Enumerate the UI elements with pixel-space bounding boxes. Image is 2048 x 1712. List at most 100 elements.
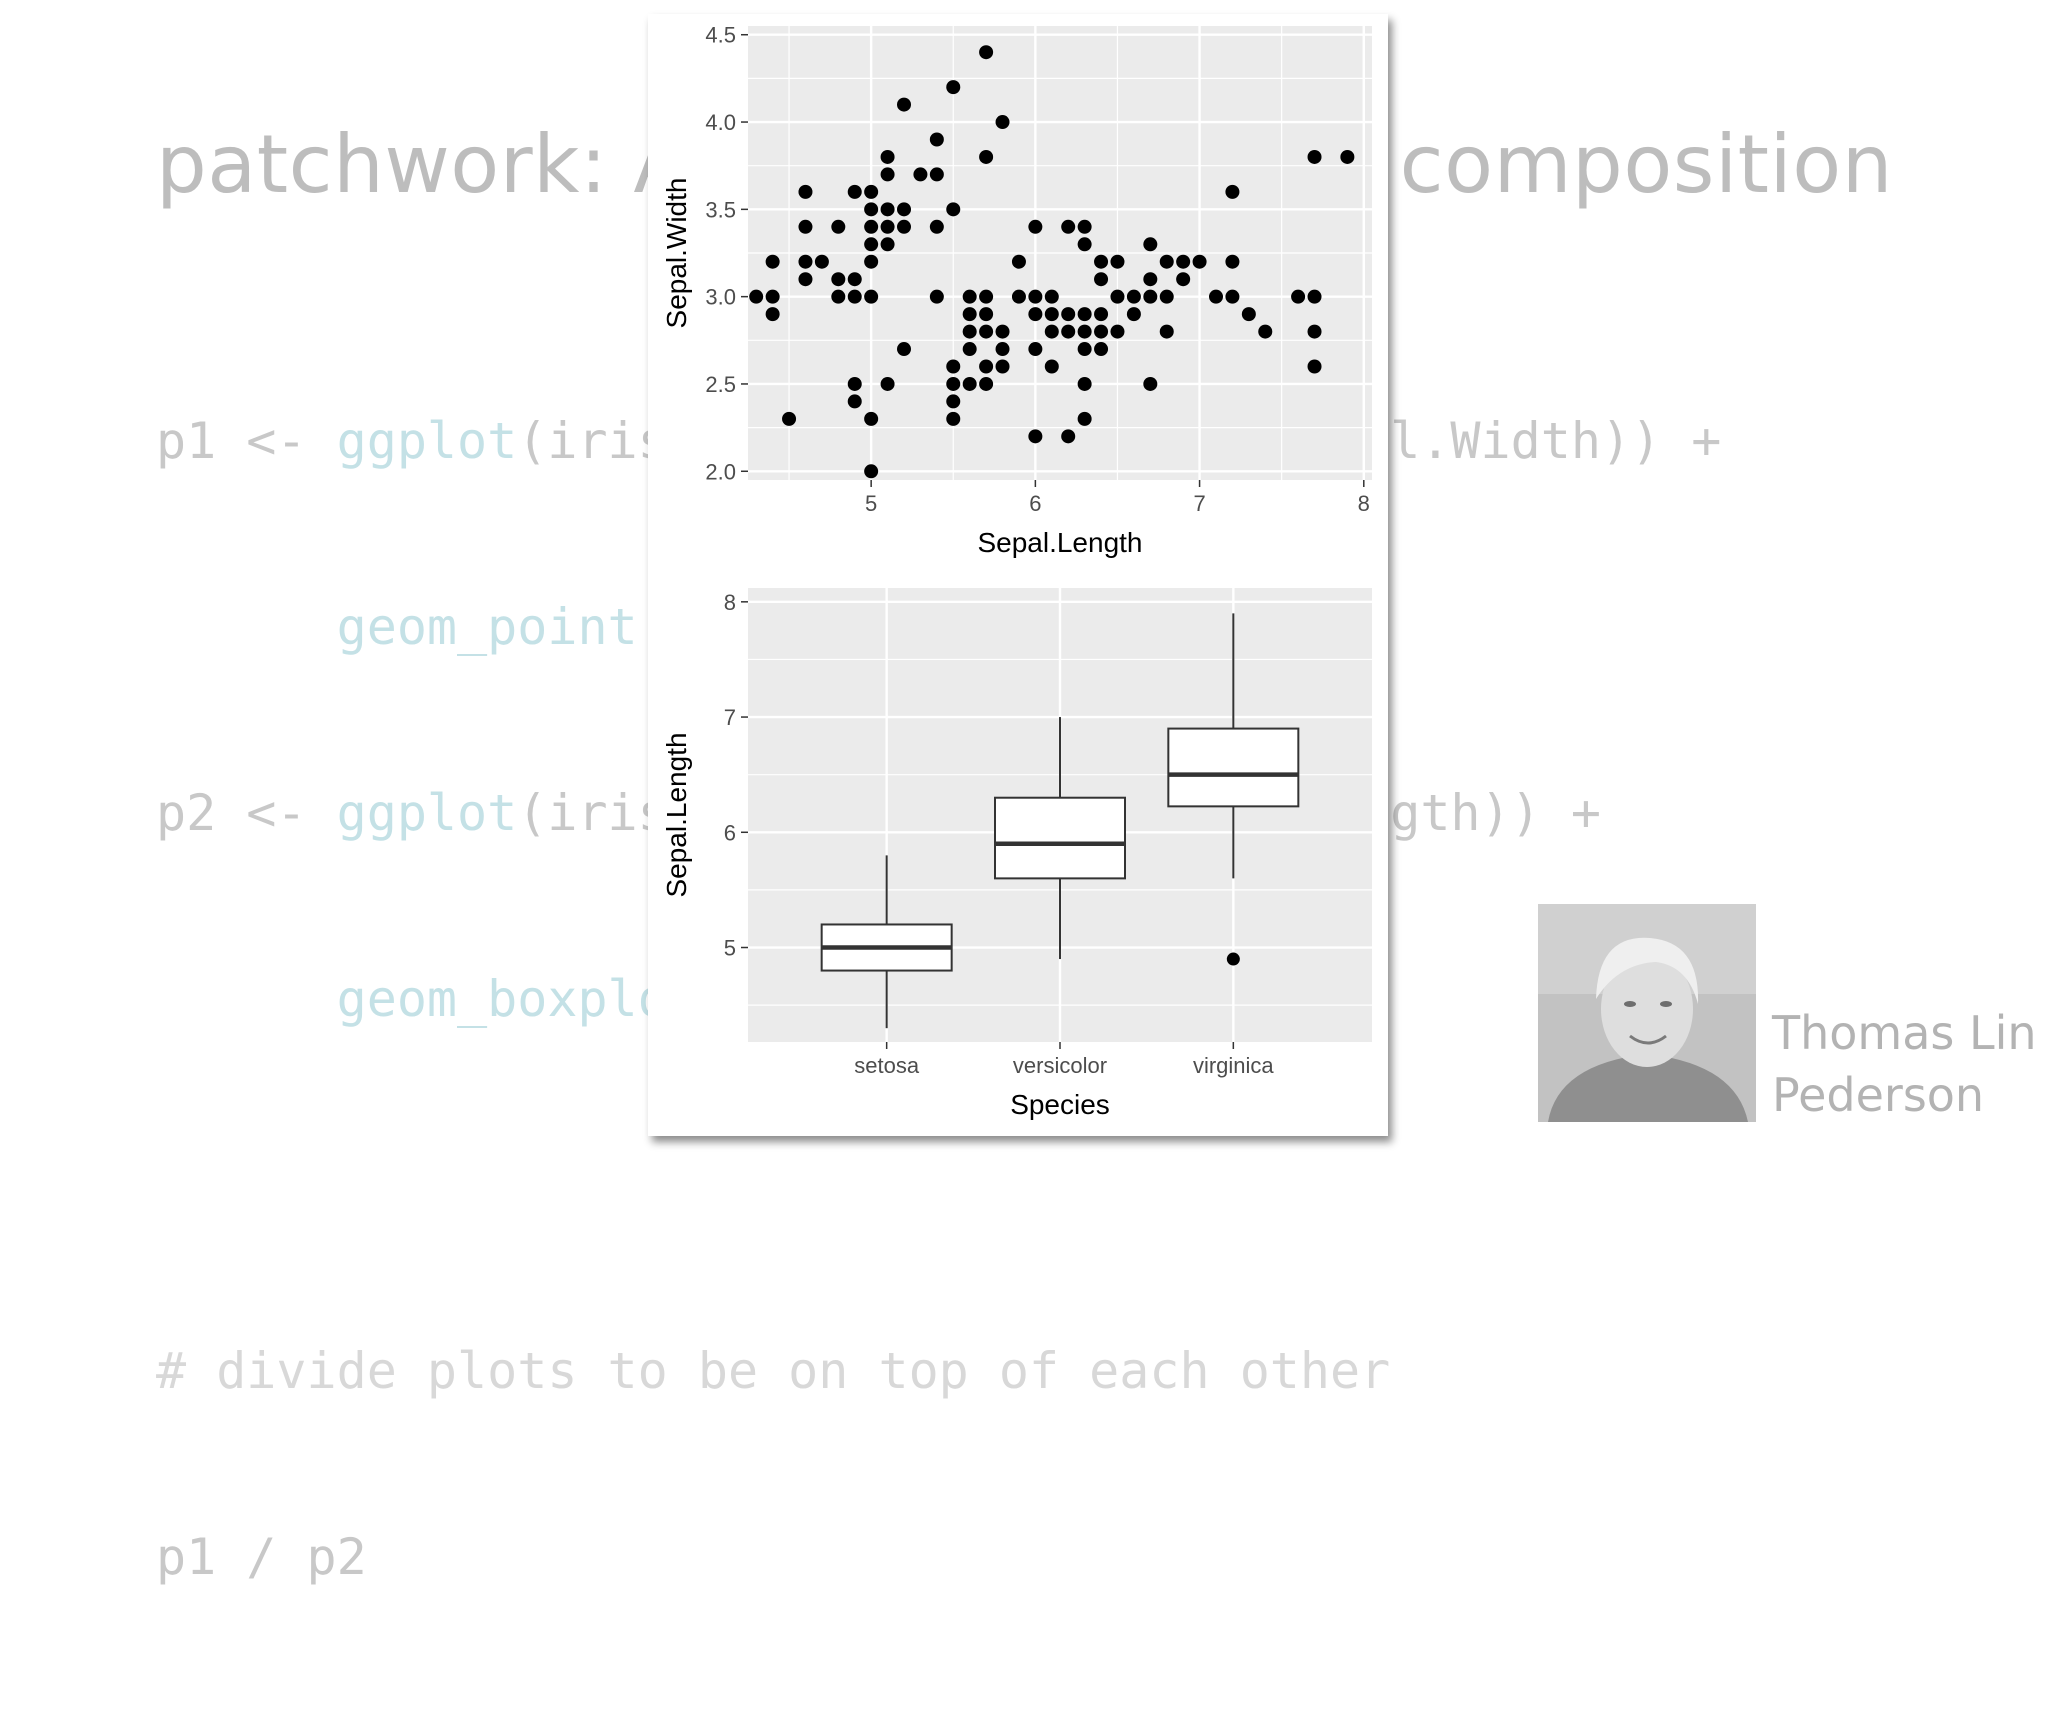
boxplot-x-tick-label: setosa (854, 1053, 920, 1078)
scatter-point (979, 307, 994, 322)
code-function: ggplot (336, 784, 518, 842)
scatter-point (946, 80, 961, 95)
scatter-point (864, 254, 879, 269)
scatter-point (1176, 254, 1191, 269)
scatter-point (1192, 254, 1207, 269)
scatter-plot: Sepal.Length Sepal.Width 5 6 7 8 2.0 2.5 3.0 3.… (661, 23, 1372, 558)
scatter-point (1028, 307, 1043, 322)
scatter-point (1258, 324, 1273, 339)
scatter-point (1291, 289, 1306, 304)
scatter-point (979, 45, 994, 60)
scatter-point (1159, 324, 1174, 339)
scatter-point (929, 132, 944, 147)
scatter-point (1307, 289, 1322, 304)
scatter-point (880, 167, 895, 182)
scatter-point (929, 289, 944, 304)
boxplot-y-tick-label: 6 (724, 820, 736, 845)
scatter-point (962, 307, 977, 322)
scatter-point (1094, 342, 1109, 357)
scatter-point (1159, 289, 1174, 304)
scatter-point (979, 376, 994, 391)
scatter-point (979, 359, 994, 374)
scatter-point (831, 219, 846, 234)
scatter-y-tick-label: 3.5 (705, 197, 736, 222)
scatter-y-tick-label: 4.0 (705, 110, 736, 135)
scatter-point (946, 411, 961, 426)
scatter-point (1209, 289, 1223, 304)
scatter-point (798, 184, 813, 199)
scatter-point (1225, 254, 1240, 269)
scatter-point (897, 219, 911, 234)
boxplot-outlier-point (1226, 952, 1240, 966)
scatter-point (946, 376, 961, 391)
scatter-point (749, 289, 764, 304)
scatter-point (946, 394, 961, 409)
scatter-point (864, 464, 879, 479)
scatter-point (1061, 219, 1076, 234)
scatter-point (1126, 307, 1141, 322)
scatter-point (897, 202, 911, 217)
scatter-point (831, 272, 846, 287)
scatter-point (995, 115, 1010, 130)
scatter-point (962, 289, 977, 304)
author-last-name: Pederson (1772, 1068, 1985, 1122)
scatter-point (1061, 429, 1076, 444)
author-photo (1538, 904, 1756, 1122)
boxplot-box (994, 796, 1126, 880)
boxplot-box (1167, 727, 1300, 808)
scatter-point (847, 272, 862, 287)
boxplot-y-tick-label: 5 (724, 936, 736, 961)
patchwork-plots: Sepal.Length Sepal.Width 5 6 7 8 2.0 2.5 3.0 3.… (661, 23, 1372, 1120)
scatter-point (1225, 289, 1240, 304)
scatter-point (782, 411, 797, 426)
scatter-point (1077, 411, 1092, 426)
scatter-point (798, 272, 813, 287)
scatter-point (831, 289, 846, 304)
code-line-6: p1 / p2 (156, 1528, 367, 1586)
scatter-point (897, 97, 911, 112)
scatter-point (1143, 289, 1158, 304)
scatter-point (880, 202, 895, 217)
scatter-point (814, 254, 829, 269)
scatter-point (995, 342, 1010, 357)
scatter-point (946, 202, 961, 217)
scatter-point (913, 167, 928, 182)
scatter-point (962, 342, 977, 357)
code-function: geom_boxplot (336, 970, 698, 1028)
scatter-point (798, 219, 813, 234)
scatter-point (929, 167, 944, 182)
scatter-point (1159, 254, 1174, 269)
code-token: p2 <- (156, 784, 337, 842)
scatter-point (1307, 359, 1322, 374)
author-first-name: Thomas Lin (1772, 1006, 2037, 1060)
scatter-point (847, 184, 862, 199)
boxplot-x-tick-label: virginica (1193, 1053, 1274, 1078)
scatter-point (1143, 237, 1158, 252)
scatter-point (1225, 184, 1240, 199)
scatter-point (1028, 342, 1043, 357)
scatter-point (765, 254, 780, 269)
scatter-point (864, 219, 879, 234)
scatter-point (880, 149, 895, 164)
scatter-point (1028, 429, 1043, 444)
scatter-point (1110, 254, 1125, 269)
scatter-point (979, 324, 994, 339)
code-function: geom_point (336, 598, 638, 656)
scatter-point (1077, 237, 1092, 252)
author-portrait-image (1538, 904, 1756, 1122)
scatter-point (1110, 324, 1125, 339)
scatter-point (880, 376, 895, 391)
scatter-y-tick-label: 2.5 (705, 372, 736, 397)
scatter-point (946, 359, 961, 374)
scatter-point (1044, 359, 1059, 374)
code-blank-line (156, 1154, 1721, 1216)
scatter-point (1143, 376, 1158, 391)
scatter-point (1340, 149, 1355, 164)
scatter-point (1077, 307, 1092, 322)
scatter-point (995, 359, 1010, 374)
scatter-point (962, 324, 977, 339)
boxplot-y-tick-label: 8 (724, 590, 736, 615)
scatter-x-tick-label: 8 (1358, 491, 1370, 516)
scatter-point (1044, 324, 1059, 339)
scatter-point (864, 202, 879, 217)
